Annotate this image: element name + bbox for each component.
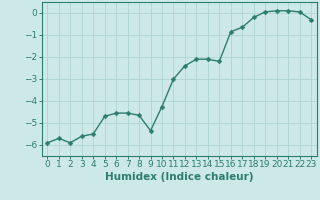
X-axis label: Humidex (Indice chaleur): Humidex (Indice chaleur) — [105, 172, 253, 182]
